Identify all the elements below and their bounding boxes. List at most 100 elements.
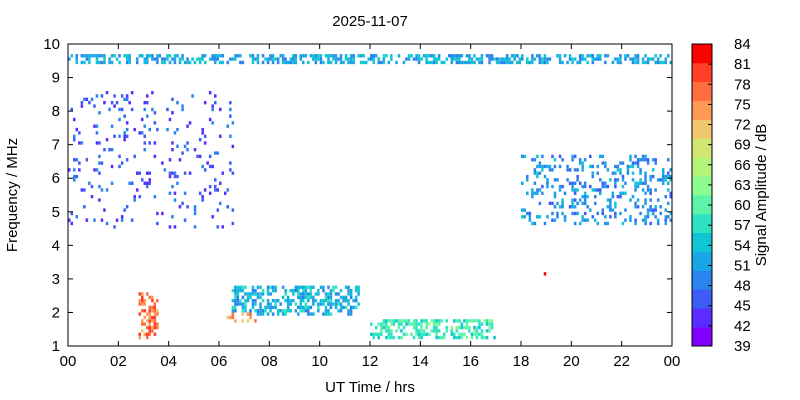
- heatmap-cell: [322, 289, 325, 293]
- heatmap-cell: [460, 325, 464, 330]
- heatmap-cell: [166, 127, 169, 132]
- heatmap-cell: [553, 191, 557, 195]
- heatmap-cell: [309, 285, 313, 289]
- heatmap-cell: [125, 54, 129, 58]
- heatmap-cell: [352, 57, 355, 61]
- heatmap-cell: [105, 91, 109, 95]
- heatmap-cell: [651, 211, 655, 216]
- heatmap-cell: [614, 201, 617, 206]
- heatmap-cell: [344, 299, 348, 303]
- heatmap-cell: [619, 211, 622, 216]
- heatmap-cell: [307, 309, 310, 313]
- heatmap-cell: [455, 57, 459, 61]
- heatmap-cell: [664, 57, 668, 61]
- heatmap-cell: [171, 111, 174, 115]
- colorbar-tick-label: 66: [734, 157, 751, 174]
- heatmap-cell: [141, 292, 144, 296]
- heatmap-cell: [581, 215, 584, 219]
- heatmap-cell: [261, 54, 265, 58]
- heatmap-cell: [626, 164, 630, 169]
- heatmap-cell: [294, 302, 298, 306]
- heatmap-cell: [453, 319, 456, 323]
- heatmap-cell: [108, 107, 111, 112]
- heatmap-cell: [445, 319, 449, 323]
- heatmap-cell: [654, 188, 657, 192]
- heatmap-cell: [274, 305, 277, 310]
- heatmap-cell: [503, 60, 506, 65]
- heatmap-cell: [208, 184, 212, 189]
- heatmap-cell: [261, 312, 265, 316]
- heatmap-cell: [324, 299, 328, 303]
- heatmap-cell: [651, 57, 655, 61]
- heatmap-cell: [503, 57, 506, 61]
- heatmap-cell: [146, 54, 149, 58]
- heatmap-cell: [576, 201, 579, 206]
- heatmap-cell: [118, 117, 121, 122]
- heatmap-cell: [314, 60, 318, 65]
- heatmap-cell: [312, 312, 315, 316]
- heatmap-cell: [551, 201, 554, 206]
- heatmap-cell: [75, 57, 79, 61]
- heatmap-cell: [639, 181, 642, 185]
- heatmap-cell: [478, 332, 481, 336]
- heatmap-cell: [445, 329, 449, 333]
- heatmap-cell: [125, 205, 129, 209]
- heatmap-cell: [531, 57, 534, 61]
- heatmap-cell: [370, 57, 373, 61]
- heatmap-cell: [415, 319, 418, 323]
- heatmap-cell: [583, 181, 587, 185]
- colorbar-tick-label: 39: [734, 338, 751, 355]
- heatmap-cell: [314, 292, 318, 296]
- heatmap-cell: [292, 60, 295, 65]
- heatmap-cell: [609, 215, 612, 219]
- heatmap-cell: [143, 141, 147, 145]
- heatmap-cell: [470, 57, 474, 61]
- heatmap-cell: [347, 312, 350, 316]
- heatmap-cell: [465, 54, 469, 58]
- heatmap-cell: [422, 319, 426, 323]
- heatmap-cell: [661, 168, 665, 172]
- heatmap-cell: [354, 305, 358, 310]
- heatmap-cell: [148, 329, 152, 333]
- heatmap-cell: [327, 299, 330, 303]
- heatmap-cell: [425, 57, 428, 61]
- y-tick-label: 3: [52, 271, 60, 288]
- heatmap-cell: [644, 191, 647, 195]
- heatmap-cell: [586, 218, 589, 222]
- heatmap-cell: [634, 161, 637, 165]
- heatmap-cell: [453, 332, 456, 336]
- heatmap-cell: [420, 332, 423, 336]
- heatmap-cell: [556, 201, 559, 206]
- heatmap-cell: [634, 205, 637, 209]
- heatmap-cell: [470, 319, 474, 323]
- heatmap-cell: [375, 54, 378, 58]
- heatmap-cell: [558, 60, 562, 65]
- heatmap-cell: [478, 325, 481, 330]
- heatmap-cell: [490, 325, 494, 330]
- heatmap-cell: [641, 57, 645, 61]
- heatmap-cell: [495, 57, 499, 61]
- heatmap-cell: [171, 184, 174, 189]
- heatmap-cell: [473, 54, 476, 58]
- heatmap-cell: [359, 54, 363, 58]
- heatmap-cell: [370, 332, 373, 336]
- heatmap-cell: [425, 60, 428, 65]
- heatmap-cell: [98, 111, 101, 115]
- heatmap-cell: [458, 319, 461, 323]
- heatmap-cell: [581, 201, 584, 206]
- heatmap-cell: [480, 335, 484, 340]
- heatmap-cell: [543, 174, 547, 179]
- heatmap-cell: [256, 312, 260, 316]
- heatmap-cell: [90, 54, 94, 58]
- heatmap-cell: [327, 60, 330, 65]
- heatmap-cell: [488, 54, 491, 58]
- heatmap-cell: [541, 60, 544, 65]
- heatmap-cell: [193, 148, 197, 152]
- heatmap-cell: [148, 332, 152, 336]
- heatmap-cell: [216, 208, 220, 212]
- heatmap-cell: [319, 299, 323, 303]
- heatmap-cell: [518, 57, 522, 61]
- heatmap-cell: [483, 335, 486, 340]
- heatmap-cell: [589, 154, 592, 159]
- heatmap-cell: [146, 101, 149, 105]
